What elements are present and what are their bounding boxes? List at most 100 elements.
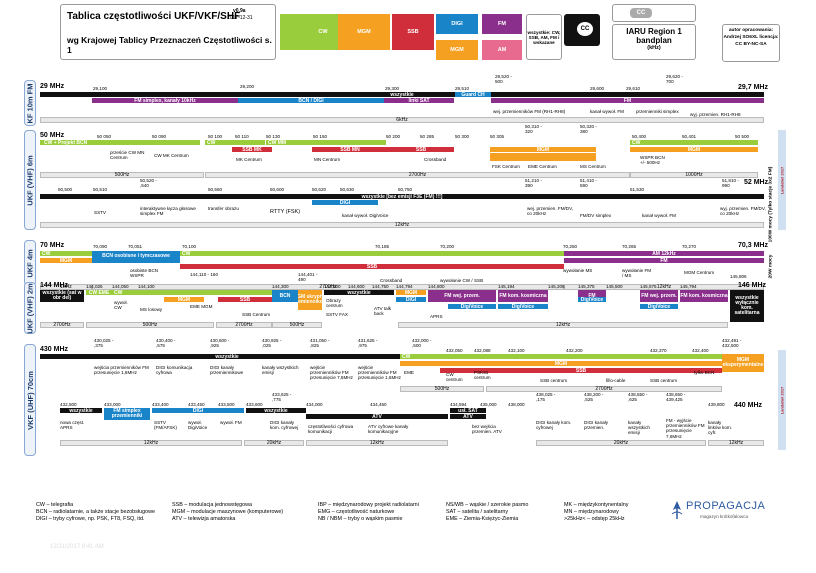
footer-item: EME – Ziemia-Księżyc-Ziemia (446, 516, 519, 522)
band-10m-tick-2: 29,200 (240, 84, 255, 89)
band-70cm-label1-11: fillo-cable (606, 378, 626, 383)
band-2m-cw-eme: CW EME (86, 290, 112, 295)
band-2m-fm-rep-2: FM wej. przem. (640, 290, 678, 302)
band-4m-label-4: wywołanie MS (563, 268, 593, 273)
band-70cm-mgm-sat: MGM eksperymentalne (722, 354, 764, 372)
band-10m-beacon: BCN / DIGI (238, 98, 384, 103)
band-70cm-tick2-15: 438,550 - ,625 (628, 392, 648, 403)
band-2m-tick-8: 144,600 (348, 284, 365, 289)
band-6m-label-1: przeście CW MN Centrum (110, 150, 145, 161)
band-4m-cw-2: CW (180, 251, 564, 256)
brand-subtitle: magazyn krótkofalowca (700, 514, 749, 519)
band-2m-fm-space-text: FM kom. kosmiczna (499, 292, 547, 299)
footer-item: ATV – telewizja amatorska (172, 516, 236, 522)
band-4m-fm: FM (564, 258, 764, 263)
band-6m-ssb-mk: SSB MK (232, 147, 272, 152)
band-6m-tick-4: 50 110 (235, 134, 249, 139)
band-70cm-tick2-7: 433,625 - ,775 (272, 392, 292, 403)
band-4m-tick-2: 70,051 (128, 244, 143, 249)
band-70cm-label1-9: PSK31 centrum (474, 370, 491, 381)
band-70cm-tick2-2: 433,000 (104, 402, 121, 407)
band-4m-tick-7: 70,265 (622, 244, 637, 249)
band-70cm-tick2-3: 433,400 (152, 402, 169, 407)
band-70cm-tick2-13: 438,025 - ,175 (536, 392, 556, 403)
band-2m-tick-10: 144,794 (396, 284, 413, 289)
band-2m-all-text: wszystkie (sat w obr del) (42, 290, 82, 301)
band-10m-fm-simplex2: przemienniki simplex (636, 109, 679, 114)
cc-badge-text: CC (580, 26, 590, 32)
band-4m-label-1: osobiste BCN WSPR (130, 268, 159, 279)
band-4m-label-3: wywołanie CW / SSB (440, 278, 484, 283)
band-6m-tick-6: 50 150 (313, 134, 328, 139)
footer-item: NS/WB – wąskie / szerokie pasmo (446, 502, 529, 508)
band-6m-tick2-7: 50,630 (340, 187, 355, 192)
band-4m-side: UKF 4m (24, 240, 36, 286)
author-text: autor opracowania: Andrzej SO6XL licencj… (723, 28, 779, 47)
band-6m-label2-3: transfer obrazu (208, 206, 239, 211)
footer-item: MK – międzykontynentalny (564, 502, 629, 508)
band-70cm-label1-6: wejście przemienników FM przesunięcie 1,… (358, 365, 401, 381)
band-70cm-all-2: wszystkie (60, 408, 102, 413)
band-70cm-tick1-10: 432,100 (508, 348, 525, 353)
legend-fm: FM (482, 14, 522, 34)
band-70cm-tick1-4: 430,925 - ,025 (262, 338, 282, 349)
band-4m-mgm: MGM (40, 258, 92, 263)
band-2m-mgm-sat: MGM skrypty i przemiennikowe (298, 290, 322, 310)
band-70cm-side-label: VKF (UHF) 70cm (25, 370, 35, 430)
band-70cm-tick2-16: 438,650 - 439,425 (666, 392, 686, 403)
band-70cm-label2-1: nowa częst. APRS (60, 420, 85, 431)
band-10m-sat: linki SAT (384, 98, 454, 103)
band-6m-label2-8: kanał wywoł. FM (642, 213, 676, 218)
band-4m-tick-4: 70,185 (375, 244, 390, 249)
band-6m-mgm: MGM (490, 147, 596, 152)
band-6m-tick-7: 50 200 (386, 134, 401, 139)
band-10m-tick-6: 29,600 (590, 86, 605, 91)
band-70cm-fm-text: FM simplex przemienniki (111, 408, 143, 419)
band-2m-start: 144 MHz (40, 282, 69, 289)
band-2m-tick-2: 144,050 (112, 284, 129, 289)
band-6m-power: 100W mocy (Tylko stacje 3x2 FM) (766, 166, 776, 242)
band-4m-tick-1: 70,090 (93, 244, 108, 249)
band-10m-rep-out: wyj. przemien. RH1-RH8 (690, 112, 741, 117)
band-10m-fm: FM (491, 98, 764, 103)
band-2m-tick-15: 145,500 (606, 284, 623, 289)
band-70cm-tick1-14: 432,491 - 432,500 (722, 338, 742, 349)
footer-item: EMG – częstotliwość naturkowe (318, 509, 395, 515)
band-70cm-tick1-8: 432,050 (446, 348, 463, 353)
band-70cm-note: Landahel 2017 (778, 350, 786, 450)
band-4m-tick-3: 70,100 (182, 244, 197, 249)
band-10m-tick-8: 29,620 - 700 (666, 74, 683, 85)
band-70cm-note-text: Landahel 2017 (779, 386, 785, 414)
band-2m-fm-space-2: FM kom. kosmiczna (680, 290, 728, 302)
band-6m-mgm-2: MGM (630, 147, 758, 152)
band-6m-label2-2: interaktywne łącza głosowe simplex FM (140, 206, 196, 217)
band-6m-end: 52 MHz (744, 179, 769, 186)
band-2m-fm-space: FM kom. kosmiczna (498, 290, 548, 302)
band-70cm-mgm-sat-text: MGM eksperymentalne (722, 357, 764, 368)
footer-item: SAT – satelita / satelitarny (446, 509, 509, 515)
band-70cm-label1-10: SSB centrum (540, 378, 568, 383)
band-6m-bw-3: 1000Hz (630, 172, 758, 178)
band-6m-tick-2: 50 090 (152, 134, 167, 139)
band-70cm-tick2-17: 439,800 (708, 402, 725, 407)
band-2m-fm-space-2-text: FM kom. kosmiczna (680, 292, 728, 299)
band-6m-tick2-10: 51,410 - 590 (580, 178, 597, 189)
cc-small-box (612, 4, 696, 22)
timestamp: 12/31/2017 8:41 AM (50, 544, 104, 550)
band-4m-end: 70,3 MHz (738, 242, 768, 249)
band-6m-label2-4: RTTY (FSK) (270, 209, 301, 215)
band-70cm-tick1-3: 430,600 - ,925 (210, 338, 230, 349)
band-6m-all: wszystkie [bez emisji F3E (FM) !!!] (40, 194, 764, 199)
legend-ssb: SSB (392, 14, 434, 50)
legend-all-text: wszystkie: CW, SSB, AM, FM i wskazane (527, 29, 561, 45)
band-4m-start: 70 MHz (40, 242, 65, 249)
band-2m-bw-4: 500Hz (272, 322, 322, 328)
band-2m-label-3: EME MGM (190, 304, 213, 309)
iaru-unit: (kHz) (647, 45, 661, 51)
band-10m-fm-simplex: FM simplex, kanały 10kHz (92, 98, 238, 103)
band-6m-ssb-mn: SSB MN (312, 147, 388, 152)
band-2m-cw: CW (112, 290, 272, 295)
band-70cm-ssb: SSB (440, 368, 722, 373)
band-4m-bw-3: 12kHz (564, 284, 764, 290)
band-70cm-tick2-5: 433,500 (218, 402, 235, 407)
